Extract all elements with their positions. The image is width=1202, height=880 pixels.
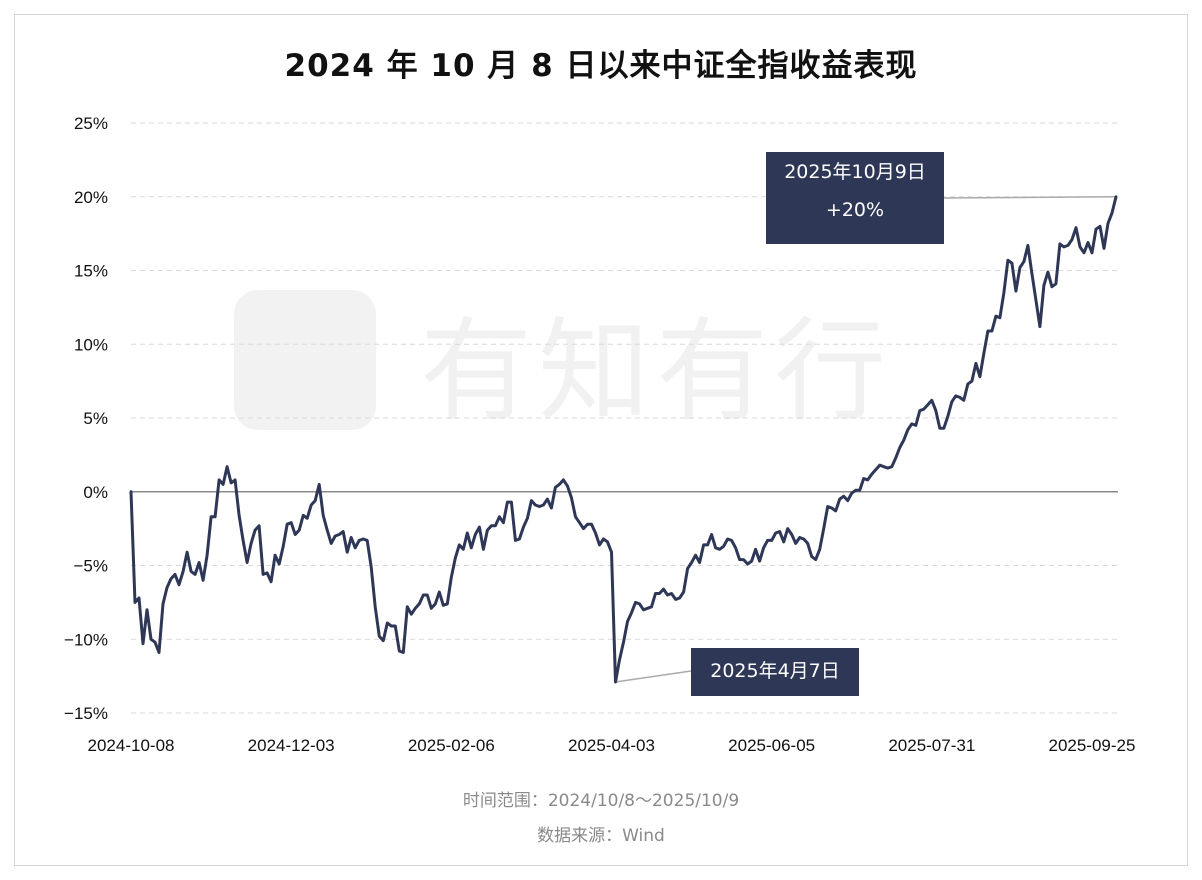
chart-frame [14,14,1188,866]
y-tick-label: 25% [74,114,108,133]
grid-lines [131,122,1118,714]
chart-title: 2024 年 10 月 8 日以来中证全指收益表现 [284,48,918,84]
x-tick-label: 2025-04-03 [568,736,655,755]
y-tick-label: 20% [74,188,108,207]
peak-leader-line [943,196,1117,199]
series-line [129,195,1118,684]
y-tick-label: 0% [83,483,108,502]
y-tick-label: −5% [74,557,109,576]
y-tick-label: 5% [83,409,108,428]
x-tick-label: 2024-10-08 [88,736,175,755]
peak-callout-value: +20% [825,198,885,221]
peak-callout-date: 2025年10月9日 [784,161,926,183]
y-tick-label: 10% [74,335,108,354]
watermark: 有知有行 [234,290,892,437]
annotation-leaders [615,196,1117,683]
x-tick-label: 2024-12-03 [248,736,335,755]
x-axis-tick-labels: 2024-10-08 2024-12-03 2025-02-06 2025-04-03… [88,736,1136,755]
trough-callout: 2025年4月7日 [691,648,859,696]
x-tick-label: 2025-09-25 [1048,736,1135,755]
peak-callout: 2025年10月9日 +20% [766,152,944,244]
watermark-text: 有知有行 [420,307,892,437]
trough-callout-date: 2025年4月7日 [710,660,840,682]
x-tick-label: 2025-02-06 [408,736,495,755]
footer-source: 数据来源：Wind [537,826,665,846]
y-tick-label: 15% [74,262,108,281]
watermark-logo [234,290,376,430]
x-tick-label: 2025-06-05 [728,736,815,755]
y-tick-label: −10% [64,630,108,649]
y-tick-label: −15% [64,704,108,723]
x-tick-label: 2025-07-31 [888,736,975,755]
footer-time-range: 时间范围：2024/10/8～2025/10/9 [462,791,740,811]
trough-leader-line [615,670,692,683]
y-axis-tick-labels: −15% −10% −5% 0% 5% 10% 15% 20% 25% [64,114,108,723]
